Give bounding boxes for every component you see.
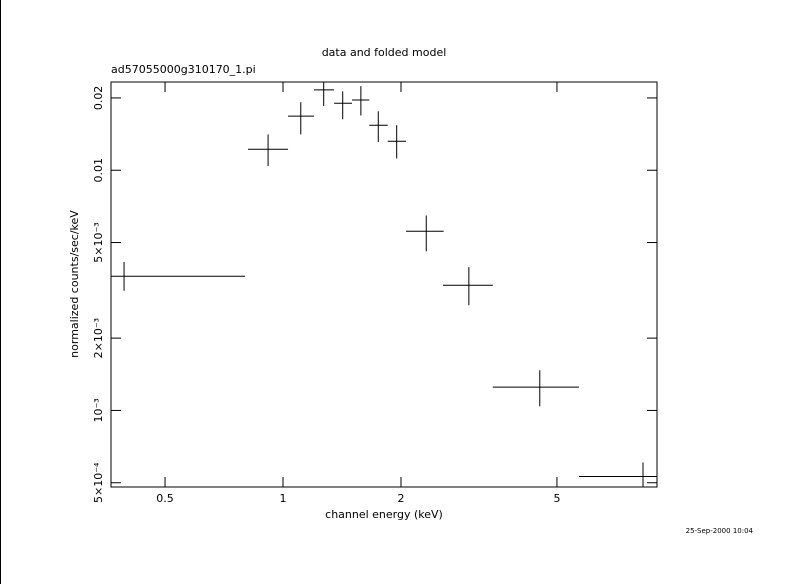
x-tick-label: 5	[553, 492, 560, 505]
x-tick-label: 0.5	[156, 492, 174, 505]
x-tick-label: 2	[397, 492, 404, 505]
y-axis-label: normalized counts/sec/keV	[68, 210, 81, 358]
y-tick-label: 2×10⁻³	[92, 318, 105, 358]
x-tick-label: 1	[280, 492, 287, 505]
x-axis-label: channel energy (keV)	[325, 508, 443, 521]
y-tick-label: 5×10⁻⁴	[92, 462, 105, 503]
y-tick-label: 0.01	[92, 158, 105, 183]
y-tick-label: 0.02	[92, 86, 105, 111]
chart-subtitle: ad57055000g310170_1.pi	[111, 63, 256, 76]
chart-title: data and folded model	[322, 46, 447, 59]
y-tick-label: 5×10⁻³	[92, 222, 105, 262]
plot-frame	[110, 81, 658, 488]
y-tick-label: 10⁻³	[92, 398, 105, 422]
timestamp: 25-Sep-2000 10:04	[686, 527, 754, 535]
